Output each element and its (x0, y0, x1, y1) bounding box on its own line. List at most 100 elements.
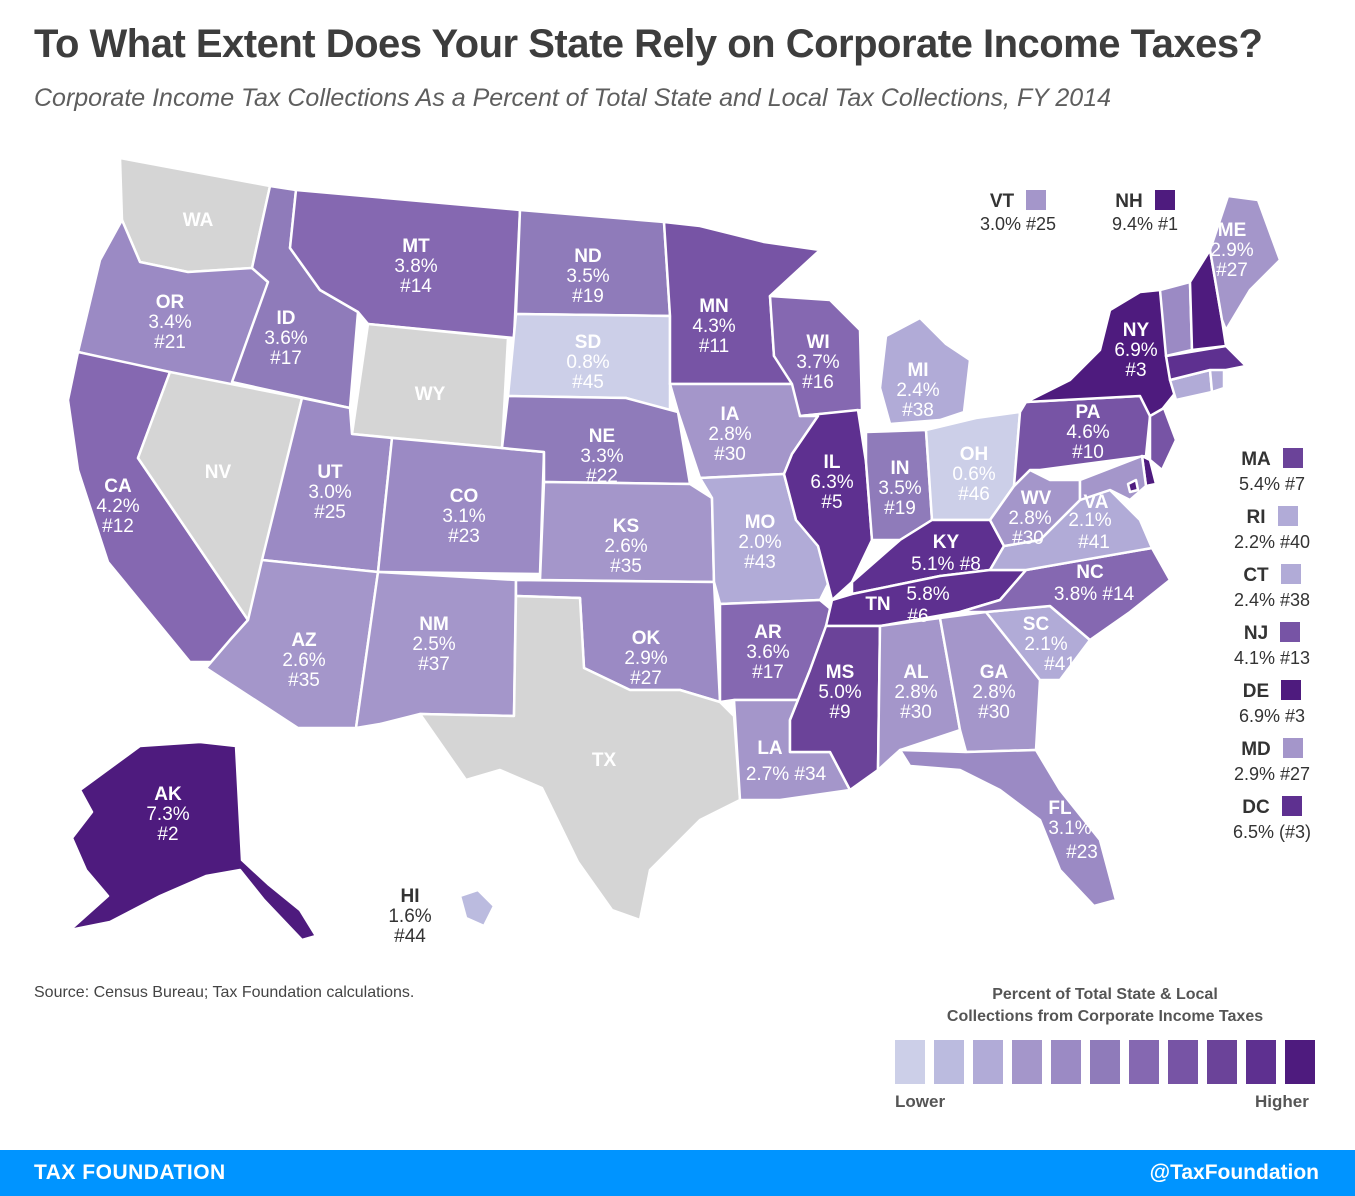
label-GA: GA (980, 662, 1009, 683)
label-AK: AK (154, 784, 182, 805)
value-AL: 2.8% (894, 682, 937, 703)
state-HI[interactable] (458, 888, 496, 928)
callout-CT-value: 2.4% #38 (1233, 590, 1311, 610)
rank-WI: #16 (802, 372, 834, 393)
value-AR: 3.6% (746, 642, 789, 663)
label-IL: IL (824, 452, 841, 473)
label-MI: MI (907, 360, 928, 381)
rank-ID: #17 (270, 348, 302, 369)
label-ND: ND (574, 246, 601, 267)
state-TX[interactable] (418, 594, 742, 922)
value-SC: 2.1% (1024, 634, 1067, 655)
value-IA: 2.8% (708, 424, 751, 445)
value-MS: 5.0% (818, 682, 861, 703)
rank-AK: #2 (157, 824, 178, 845)
rank-MI: #38 (902, 400, 934, 421)
callout-VT-abbr: VT (989, 191, 1015, 212)
rank-SD: #45 (572, 372, 604, 393)
legend-title-line2: Collections from Corporate Income Taxes (946, 1008, 1264, 1025)
callout-NH-swatch (1154, 190, 1175, 210)
label-MT: MT (402, 236, 430, 257)
callout-NH-abbr: NH (1115, 191, 1143, 212)
legend-low-label: Lower (895, 1092, 946, 1111)
value-NE: 3.3% (580, 446, 623, 467)
rank-NE: #22 (586, 466, 618, 487)
value-PA: 4.6% (1066, 422, 1109, 443)
small-states-callouts: MA 5.4% #7 RI 2.2% #40 CT 2.4% #38 NJ 4.… (1212, 448, 1332, 854)
label-MN: MN (699, 296, 729, 317)
callout-MA-abbr: MA (1241, 449, 1271, 470)
rank-VA: #41 (1078, 532, 1110, 553)
state-AK[interactable] (68, 740, 318, 942)
rank-KS: #35 (610, 556, 642, 577)
rank-NY: #3 (1125, 360, 1146, 381)
state-NJ[interactable] (1148, 406, 1178, 472)
label-LA: LA (757, 738, 783, 759)
value-UT: 3.0% (308, 482, 351, 503)
rank-GA: #30 (978, 702, 1010, 723)
value-NC: 3.8% #14 (1054, 584, 1135, 605)
rank-ND: #19 (572, 286, 604, 307)
state-IL[interactable] (782, 408, 874, 602)
label-NV: NV (205, 462, 232, 483)
callout-MD: MD 2.9% #27 (1212, 738, 1332, 796)
rank-WV: #30 (1012, 528, 1044, 549)
value-HI: 1.6% (388, 906, 431, 927)
legend-title-line1: Percent of Total State & Local (992, 986, 1218, 1003)
label-TX: TX (592, 750, 617, 771)
callout-NH: NH 9.4% #1 (1090, 190, 1200, 235)
footer-brand: TAX FOUNDATION (34, 1161, 226, 1184)
callout-NJ: NJ 4.1% #13 (1212, 622, 1332, 680)
legend-swatch-2 (934, 1040, 964, 1084)
state-DC[interactable] (1126, 478, 1140, 494)
value-SD: 0.8% (566, 352, 609, 373)
legend-swatch-1 (895, 1040, 925, 1084)
callout-DE-swatch (1281, 680, 1302, 700)
rank-MO: #43 (744, 552, 776, 573)
label-KY: KY (933, 532, 960, 553)
value-LA: 2.7% #34 (746, 764, 827, 785)
label-NC: NC (1076, 562, 1104, 583)
label-WA: WA (183, 210, 214, 231)
value-KY: 5.1% #8 (911, 554, 981, 575)
us-choropleth-map: WA NV WY TX OR 3.4% #21 CA 4.2% #12 ID 3… (66, 156, 1282, 947)
label-NY: NY (1123, 320, 1150, 341)
callout-DC: DC 6.5% (#3) (1212, 796, 1332, 854)
legend-swatch-4 (1012, 1040, 1042, 1084)
state-VT[interactable] (1158, 280, 1194, 358)
callout-NJ-swatch (1280, 622, 1301, 642)
legend-swatch-10 (1246, 1040, 1276, 1084)
state-FL[interactable] (898, 748, 1118, 908)
rank-IN: #19 (884, 498, 916, 519)
label-IA: IA (721, 404, 740, 425)
state-MI[interactable] (878, 316, 972, 426)
callout-CT: CT 2.4% #38 (1212, 564, 1332, 622)
rank-CA: #12 (102, 516, 134, 537)
callout-VT-value: 3.0% #25 (979, 214, 1057, 234)
rank-OK: #27 (630, 668, 662, 689)
label-NE: NE (589, 426, 615, 447)
state-RI[interactable] (1208, 366, 1226, 394)
legend-swatch-6 (1090, 1040, 1120, 1084)
rank-AL: #30 (900, 702, 932, 723)
legend-title: Percent of Total State & Local Collectio… (895, 984, 1315, 1028)
legend-swatch-5 (1051, 1040, 1081, 1084)
label-NM: NM (419, 614, 449, 635)
rank-AR: #17 (752, 662, 784, 683)
label-OH: OH (960, 444, 989, 465)
value-MT: 3.8% (394, 256, 437, 277)
value-ND: 3.5% (566, 266, 609, 287)
callout-CT-abbr: CT (1243, 565, 1269, 586)
state-NH[interactable] (1188, 248, 1228, 352)
state-ME[interactable] (1208, 194, 1282, 332)
rank-OH: #46 (958, 484, 990, 505)
label-WY: WY (415, 384, 446, 405)
rank-AZ: #35 (288, 670, 320, 691)
label-CO: CO (450, 486, 479, 507)
value-AK: 7.3% (146, 804, 189, 825)
label-UT: UT (317, 462, 343, 483)
state-AL[interactable] (876, 616, 962, 772)
value-ID: 3.6% (264, 328, 307, 349)
callout-NJ-abbr: NJ (1243, 623, 1269, 644)
value-OH: 0.6% (952, 464, 995, 485)
